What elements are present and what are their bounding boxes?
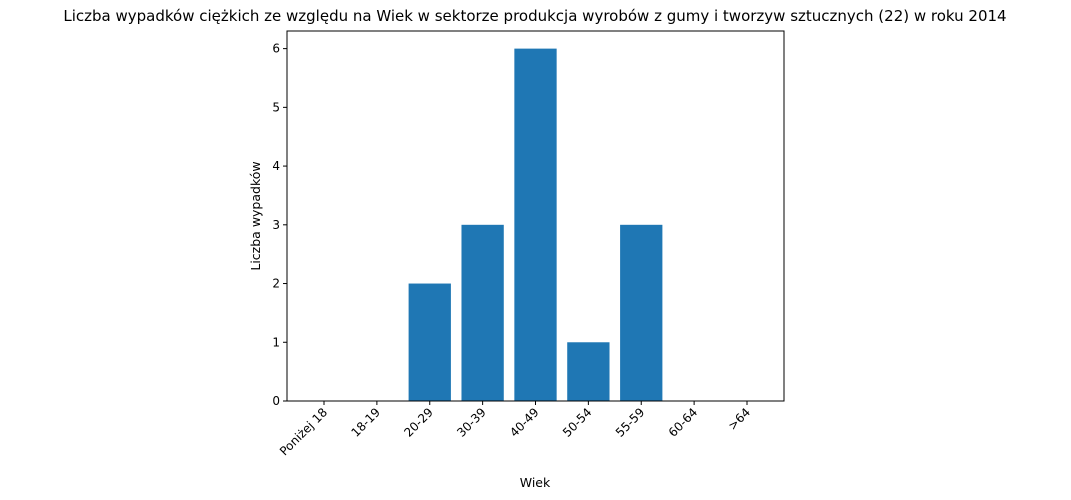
x-tick-label-4: 40-49 (507, 405, 542, 440)
x-tick-label-0: Poniżej 18 (277, 405, 330, 458)
x-tick-label-3: 30-39 (454, 405, 489, 440)
y-axis-label: Liczba wypadków (248, 161, 263, 270)
y-tick-label-6: 6 (272, 42, 280, 56)
y-tick-label-0: 0 (272, 394, 280, 408)
bar-4 (514, 48, 557, 401)
bar-2 (408, 283, 451, 401)
x-axis-label: Wiek (520, 475, 551, 490)
x-tick-label-5: 50-54 (560, 405, 595, 440)
x-tick-label-6: 55-59 (613, 405, 648, 440)
y-tick-label-2: 2 (272, 277, 280, 291)
plot-area: 0 1 2 3 4 5 6 Poniżej 18 18-19 20-29 30-39 40-49 50-… (272, 30, 785, 458)
x-tick-label-1: 18-19 (348, 405, 383, 440)
x-tick-label-2: 20-29 (401, 405, 436, 440)
bar-5 (567, 342, 610, 401)
y-tick-label-1: 1 (272, 335, 280, 349)
y-tick-label-5: 5 (272, 100, 280, 114)
y-tick-label-3: 3 (272, 218, 280, 232)
x-tick-label-8: >64 (725, 405, 753, 433)
bar-6 (620, 224, 663, 401)
bar-3 (461, 224, 504, 401)
chart-title: Liczba wypadków ciężkich ze względu na W… (63, 7, 1006, 25)
y-tick-label-4: 4 (272, 159, 280, 173)
x-tick-label-7: 60-64 (666, 405, 701, 440)
